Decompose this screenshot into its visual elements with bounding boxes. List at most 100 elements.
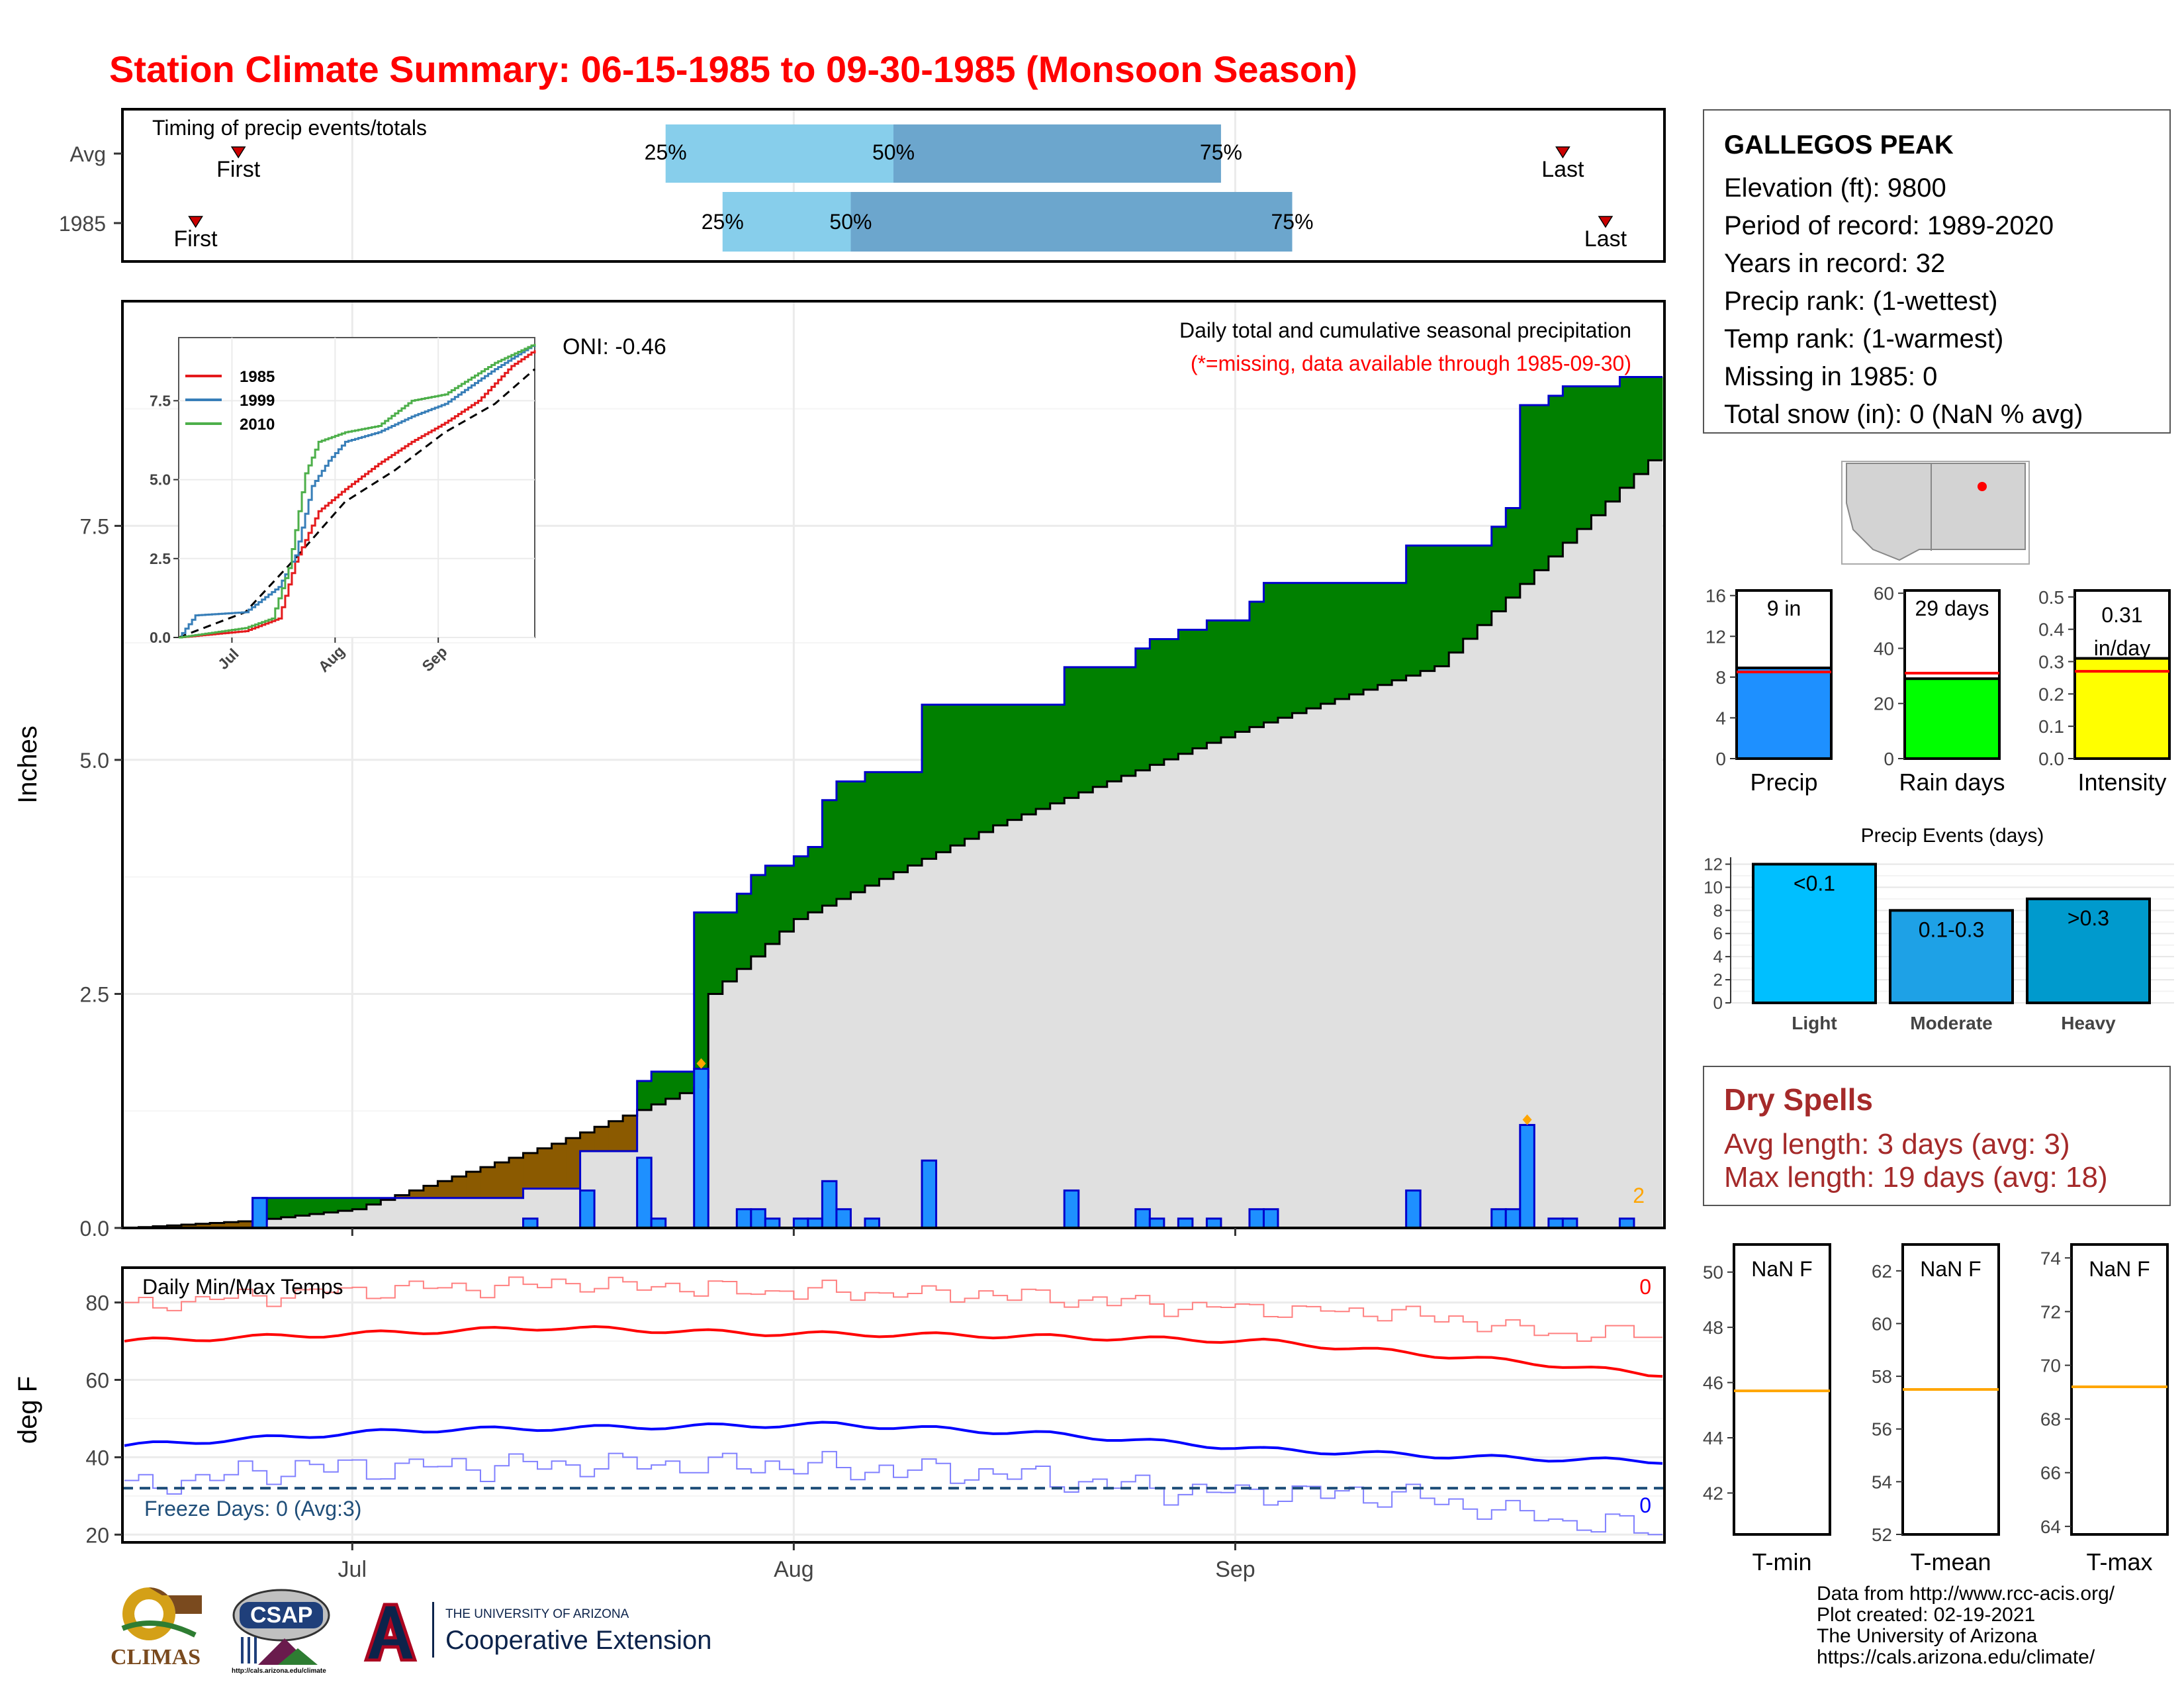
daily-precip-bar xyxy=(792,1217,809,1229)
timing-row-label: Avg xyxy=(69,142,106,166)
daily-precip-bar xyxy=(636,1156,653,1229)
missing-data-marker xyxy=(696,1058,706,1069)
above-avg-fill xyxy=(1576,386,1592,530)
below-avg-fill xyxy=(537,1148,553,1189)
below-avg-fill xyxy=(494,1162,510,1198)
temp-y-tick-label: 20 xyxy=(85,1523,109,1547)
station-info-panel: GALLEGOS PEAK Elevation (ft): 9800 Period… xyxy=(1703,109,2171,434)
above-avg-fill xyxy=(765,865,780,945)
above-avg-fill xyxy=(324,1197,339,1213)
above-avg-fill xyxy=(1449,545,1464,653)
events-tick-label: 8 xyxy=(1713,900,1723,920)
timing-q2-bar xyxy=(893,124,1221,183)
inset-y-tick-label: 0.0 xyxy=(150,629,171,646)
summary-value-label: 29 days xyxy=(1915,596,1989,620)
event-bar-label: Moderate xyxy=(1910,1013,1992,1033)
dry-spells-title: Dry Spells xyxy=(1724,1082,1873,1117)
temp-bar-tick-label: 66 xyxy=(2040,1463,2061,1483)
daily-precip-bar xyxy=(1134,1208,1151,1229)
above-avg-fill xyxy=(879,772,894,879)
daily-precip-bar xyxy=(821,1180,838,1229)
daily-precip-bar xyxy=(650,1217,667,1229)
timing-q75-label: 75% xyxy=(1271,210,1313,234)
above-avg-fill xyxy=(352,1197,367,1209)
inset-y-tick-label: 7.5 xyxy=(150,392,171,409)
above-avg-fill xyxy=(1548,395,1563,557)
temp-bar-label: T-max xyxy=(2086,1548,2152,1575)
timing-row-label: 1985 xyxy=(59,212,106,236)
timing-first-marker xyxy=(188,216,203,228)
min-exceed-count: 0 xyxy=(1639,1493,1651,1517)
above-avg-fill xyxy=(1107,667,1122,782)
precip-events-title: Precip Events (days) xyxy=(1861,825,2044,847)
above-avg-fill xyxy=(1563,386,1578,543)
above-avg-fill xyxy=(1633,377,1649,475)
above-avg-fill xyxy=(737,894,752,969)
above-avg-fill xyxy=(1591,386,1606,516)
station-info-line: Years in record: 32 xyxy=(1724,249,1946,278)
above-avg-fill xyxy=(922,704,937,859)
events-tick-label: 2 xyxy=(1713,970,1723,990)
daily-precip-bar xyxy=(1063,1189,1080,1229)
station-info-line: Elevation (ft): 9800 xyxy=(1724,173,1946,203)
above-avg-fill xyxy=(864,772,880,886)
above-avg-fill xyxy=(651,1071,666,1105)
below-avg-fill xyxy=(608,1121,623,1152)
inset-series-line xyxy=(179,344,536,639)
daily-precip-bar xyxy=(1405,1189,1422,1229)
above-avg-fill xyxy=(665,1071,680,1099)
above-avg-fill xyxy=(1235,620,1250,732)
state-outline xyxy=(1846,463,2026,561)
above-avg-fill xyxy=(1377,583,1392,685)
temp-bar-label: T-min xyxy=(1752,1548,1812,1575)
footer-line: The University of Arizona xyxy=(1817,1625,2038,1647)
above-avg-fill xyxy=(950,704,966,846)
daily-precip-bar xyxy=(1205,1217,1222,1229)
daily-precip-bar xyxy=(1504,1208,1522,1229)
below-avg-fill xyxy=(437,1181,453,1198)
daily-precip-bar xyxy=(522,1217,539,1229)
temp-bar-tick-label: 52 xyxy=(1872,1524,1892,1545)
daily-precip-bar xyxy=(807,1217,823,1229)
inset-legend-label: 1985 xyxy=(240,368,275,386)
precip-y-axis-label: Inches xyxy=(13,726,42,804)
above-avg-fill xyxy=(1150,639,1165,765)
daily-precip-bar xyxy=(835,1208,852,1229)
daily-precip-bar xyxy=(764,1217,781,1229)
above-avg-fill xyxy=(1064,667,1079,798)
below-avg-fill xyxy=(509,1157,524,1198)
ua-a-icon xyxy=(363,1603,418,1662)
precip-y-tick-label: 2.5 xyxy=(80,982,109,1006)
above-avg-fill xyxy=(1605,386,1620,502)
above-avg-fill xyxy=(1349,583,1364,694)
footer-line: Data from http://www.rcc-acis.org/ xyxy=(1817,1583,2115,1605)
below-avg-fill xyxy=(238,1221,253,1228)
below-avg-fill xyxy=(580,1132,595,1152)
above-avg-fill xyxy=(1206,620,1222,743)
below-avg-fill xyxy=(423,1186,438,1198)
above-avg-fill xyxy=(1163,639,1179,760)
timing-q2-bar xyxy=(850,192,1293,252)
summary-bar-label: Intensity xyxy=(2077,769,2166,796)
above-avg-fill xyxy=(309,1197,324,1214)
csap-logo-graphic xyxy=(232,1589,330,1665)
avg-cumulative-area xyxy=(124,460,1662,1228)
daily-precip-bar xyxy=(1519,1123,1535,1229)
footer: Data from http://www.rcc-acis.org/ Plot … xyxy=(1817,1583,2115,1668)
timing-q50-label: 50% xyxy=(872,140,915,164)
above-avg-fill xyxy=(1491,526,1506,612)
above-avg-fill xyxy=(1178,630,1193,754)
above-avg-fill xyxy=(1306,583,1322,709)
tmin-avg-line xyxy=(124,1421,1663,1465)
below-avg-fill xyxy=(210,1223,225,1228)
summary-tick-label: 0.5 xyxy=(2038,587,2064,608)
station-info-line: Missing in 1985: 0 xyxy=(1724,362,1938,391)
event-bar-value: <0.1 xyxy=(1794,871,1835,895)
x-axis-month-label: Jul xyxy=(338,1557,367,1582)
above-avg-fill xyxy=(338,1197,353,1211)
daily-precip-bar xyxy=(1177,1217,1194,1229)
events-tick-label: 4 xyxy=(1713,947,1723,966)
above-avg-fill xyxy=(836,781,851,900)
events-tick-label: 12 xyxy=(1704,854,1723,874)
